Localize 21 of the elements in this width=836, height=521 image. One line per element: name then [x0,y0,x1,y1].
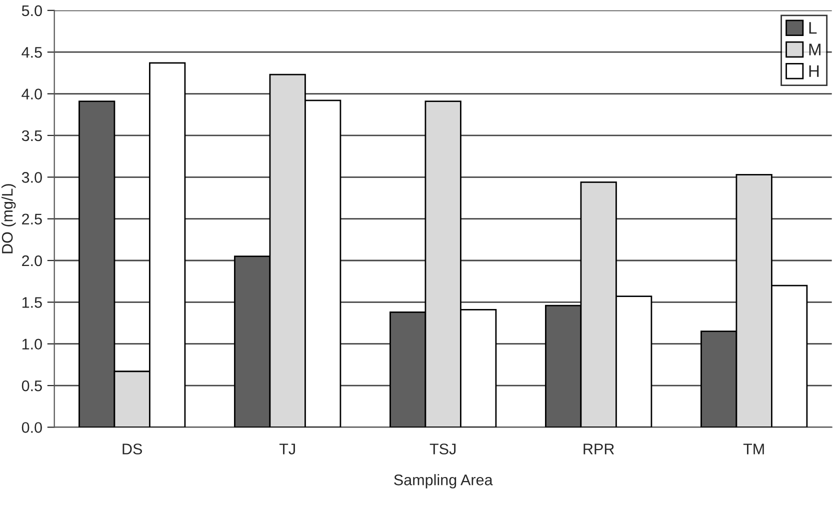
y-tick-label: 0.0 [22,422,42,433]
y-tick-label: 1.0 [22,338,42,350]
x-tick-label: TSJ [430,444,456,454]
y-tick-label: 3.5 [22,130,42,142]
y-tick-label: 0.5 [22,380,42,392]
y-tick-label: 4.5 [22,47,42,58]
y-tick-label: 5.0 [22,5,42,16]
legend-label: L [809,22,817,34]
x-tick-label: RPR [584,444,614,454]
x-axis-title: Sampling Area [394,474,493,488]
y-tick-label: 2.5 [22,214,42,225]
x-tick-label: DS [122,444,142,454]
legend-label: H [809,65,819,77]
y-tick-label: 3.0 [22,172,42,183]
x-tick-label: TM [743,444,764,454]
y-axis-title: DO (mg/L) [2,184,16,254]
y-tick-label: 2.0 [22,255,42,266]
x-tick-label: TJ [279,444,295,454]
y-tick-label: 1.5 [22,297,42,308]
y-tick-label: 4.0 [22,88,42,100]
legend-label: M [809,44,820,56]
